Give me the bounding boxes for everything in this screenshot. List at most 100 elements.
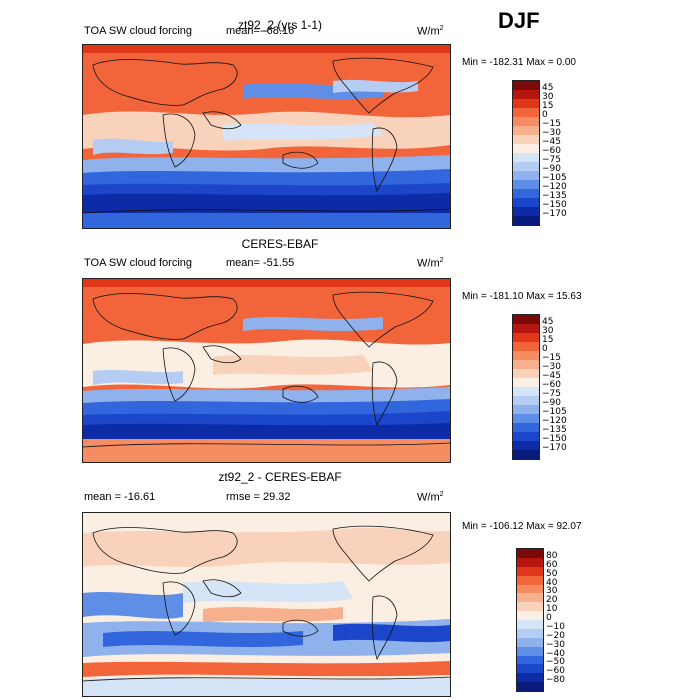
panel-2-colorbar-tick-label: 0 bbox=[542, 344, 548, 354]
panel-2-colorbar-swatch bbox=[513, 387, 539, 397]
panel-2-colorbar-tick-label: 15 bbox=[542, 335, 554, 345]
panel-2-colorbar-tick-label: −105 bbox=[542, 407, 567, 417]
panel-3-colorbar-tick-label: 10 bbox=[546, 604, 558, 615]
panel-2-colorbar-tick-label: −90 bbox=[542, 398, 561, 408]
panel-2-colorbar-swatch bbox=[513, 342, 539, 352]
panel-1-mean: mean= -68.16 bbox=[226, 25, 295, 37]
panel-3-units: W/m2 bbox=[417, 491, 444, 504]
panel-1-colorbar-tick-label: 15 bbox=[542, 101, 554, 111]
panel-2-colorbar-tick-label: −45 bbox=[542, 371, 561, 381]
panel-2-mean: mean= -51.55 bbox=[226, 257, 295, 269]
panel-3-colorbar-tick-label: 30 bbox=[546, 586, 558, 597]
panel-2-colorbar-swatch bbox=[513, 351, 539, 361]
panel-3-colorbar-tick-label: 80 bbox=[546, 550, 558, 561]
panel-3-colorbar-tick-label: 40 bbox=[546, 577, 558, 588]
panel-3-colorbar-swatch bbox=[517, 566, 543, 577]
panel-1-colorbar-tick-label: −45 bbox=[542, 137, 561, 147]
season-label: DJF bbox=[498, 8, 540, 33]
panel-3-colorbar-swatch bbox=[517, 602, 543, 612]
panel-1-units: W/m2 bbox=[417, 25, 444, 38]
panel-1-colorbar-tick-label: −30 bbox=[542, 128, 561, 138]
panel-1-colorbar-tick-label: −60 bbox=[542, 146, 561, 156]
panel-3-colorbar-swatch bbox=[517, 620, 543, 630]
panel-2-colorbar-swatch bbox=[513, 423, 539, 433]
panel-2-map bbox=[82, 278, 451, 463]
panel-1-colorbar-swatch bbox=[513, 81, 539, 91]
panel-1-colorbar-swatch bbox=[513, 189, 539, 199]
panel-3-colorbar-tick-label: 0 bbox=[546, 613, 552, 623]
panel-1-colorbar-swatch bbox=[513, 153, 539, 163]
panel-1-colorbar-swatch bbox=[513, 162, 539, 172]
panel-3-colorbar-swatch bbox=[517, 584, 543, 594]
panel-2-colorbar-swatch bbox=[513, 360, 539, 370]
panel-2-colorbar-tick-label: −75 bbox=[542, 389, 561, 399]
panel-1-colorbar-swatch bbox=[513, 99, 539, 109]
panel-3-mean: mean = -16.61 bbox=[84, 491, 156, 503]
panel-1-colorbar-swatch bbox=[513, 216, 539, 226]
panel-1-colorbar-swatch bbox=[513, 180, 539, 190]
panel-1-title: zt92_2 (yrs 1-1) bbox=[237, 18, 323, 32]
panel-2-colorbar-tick-label: −170 bbox=[542, 443, 567, 453]
panel-1-colorbar-tick-label: −75 bbox=[542, 155, 561, 165]
panel-3-colorbar-tick-label: 60 bbox=[546, 559, 558, 570]
panel-3-colorbar-swatch bbox=[517, 593, 543, 603]
panel-2-colorbar-swatch bbox=[513, 378, 539, 388]
panel-2-colorbar-tick-label: −60 bbox=[542, 380, 561, 390]
panel-3-colorbar-tick-label: 50 bbox=[546, 568, 558, 579]
panel-3-map bbox=[82, 512, 451, 697]
panel-3-colorbar-tick-label: −50 bbox=[546, 657, 565, 668]
panel-1-colorbar-tick-label: 45 bbox=[542, 83, 554, 93]
panel-1-colorbar-swatch bbox=[513, 126, 539, 136]
panel-2-colorbar-tick-label: −30 bbox=[542, 362, 561, 372]
panel-1-colorbar-tick-label: −150 bbox=[542, 200, 567, 210]
panel-2-colorbar-swatch bbox=[513, 405, 539, 415]
panel-1-colorbar-tick-label: 0 bbox=[542, 110, 548, 120]
panel-3-colorbar-tick-label: −20 bbox=[546, 630, 565, 641]
panel-1-map bbox=[82, 44, 451, 229]
panel-3-colorbar-swatch bbox=[517, 646, 543, 656]
panel-1-colorbar-tick-label: −120 bbox=[542, 182, 567, 192]
panel-1-colorbar-tick-label: −170 bbox=[542, 209, 567, 219]
panel-3-colorbar-tick-label: −80 bbox=[546, 675, 565, 686]
panel-2-colorbar-tick-label: 30 bbox=[542, 326, 554, 336]
panel-3-colorbar-swatch bbox=[517, 682, 543, 692]
panel-3-colorbar-swatch bbox=[517, 628, 543, 639]
panel-2-colorbar-swatch bbox=[513, 414, 539, 424]
panel-2-colorbar-swatch bbox=[513, 441, 539, 451]
panel-1-colorbar-tick-label: −15 bbox=[542, 119, 561, 129]
panel-2-colorbar-swatch bbox=[513, 369, 539, 379]
panel-3-minmax: Min = -106.12 Max = 92.07 bbox=[462, 521, 582, 532]
panel-1-colorbar-swatch bbox=[513, 108, 539, 118]
panel-3-colorbar-swatch bbox=[517, 664, 543, 674]
panel-2-colorbar-tick-label: −15 bbox=[542, 353, 561, 363]
panel-2-colorbar-swatch bbox=[513, 324, 539, 334]
panel-3-colorbar-swatch bbox=[517, 549, 543, 559]
panel-3-colorbar-swatch bbox=[517, 557, 543, 568]
panel-2-colorbar-tick-label: −135 bbox=[542, 425, 567, 435]
panel-1-colorbar-swatch bbox=[513, 135, 539, 145]
panel-3-colorbar-swatch bbox=[517, 637, 543, 648]
panel-3-colorbar-swatch bbox=[517, 575, 543, 585]
panel-1-colorbar-swatch bbox=[513, 198, 539, 208]
panel-2-colorbar-swatch bbox=[513, 432, 539, 442]
panel-3-colorbar-tick-label: −30 bbox=[546, 639, 565, 650]
panel-2-colorbar-tick-label: −120 bbox=[542, 416, 567, 426]
panel-3-colorbar-swatch bbox=[517, 673, 543, 683]
panel-2-field-label: TOA SW cloud forcing bbox=[84, 257, 193, 269]
panel-1-minmax: Min = -182.31 Max = 0.00 bbox=[462, 57, 576, 68]
panel-2-colorbar-swatch bbox=[513, 396, 539, 406]
panel-1-colorbar-swatch bbox=[513, 117, 539, 127]
panel-1-colorbar-tick-label: −90 bbox=[542, 164, 561, 174]
panel-3-title: zt92_2 - CERES-EBAF bbox=[218, 470, 342, 484]
panel-3-colorbar-tick-label: −10 bbox=[546, 621, 565, 632]
panel-2-title: CERES-EBAF bbox=[241, 237, 319, 251]
panel-3-rmse: rmse = 29.32 bbox=[226, 491, 291, 503]
panel-1-colorbar-tick-label: −105 bbox=[542, 173, 567, 183]
panel-2-colorbar-swatch bbox=[513, 333, 539, 343]
panel-2-colorbar-tick-label: −150 bbox=[542, 434, 567, 444]
panel-3-colorbar-swatch bbox=[517, 611, 543, 621]
panel-2-colorbar-swatch bbox=[513, 450, 539, 460]
panel-1-colorbar-swatch bbox=[513, 90, 539, 100]
panel-2-minmax: Min = -181.10 Max = 15.63 bbox=[462, 291, 582, 302]
panel-2-colorbar-tick-label: 45 bbox=[542, 317, 554, 327]
